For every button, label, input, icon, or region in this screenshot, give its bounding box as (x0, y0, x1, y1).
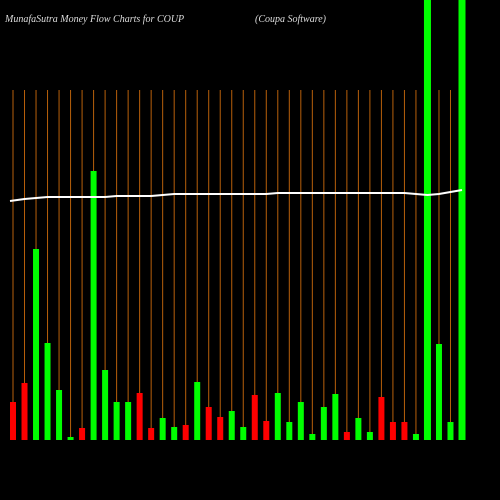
bar (125, 402, 132, 440)
lines (9, 189, 463, 202)
bar (33, 249, 40, 440)
bar (389, 422, 396, 440)
bar (44, 343, 51, 440)
bar (90, 171, 97, 440)
bar (10, 402, 16, 440)
bar (67, 437, 74, 440)
bar (21, 383, 28, 440)
flow-line (9, 189, 463, 202)
bar (263, 421, 270, 440)
bar (102, 370, 109, 440)
chart-subtitle: (Coupa Software) (255, 14, 327, 25)
bar (148, 428, 155, 440)
bar (447, 422, 454, 440)
bar (343, 432, 350, 440)
bar (297, 402, 304, 440)
bar (113, 402, 120, 440)
bar (423, 0, 431, 440)
bar (217, 417, 224, 440)
bar (378, 397, 385, 440)
bar (136, 393, 143, 440)
bar (56, 390, 63, 440)
bar (366, 432, 373, 440)
chart-title: MunafaSutra Money Flow Charts for COUP (4, 14, 184, 25)
bar (309, 434, 316, 440)
bar (435, 344, 442, 440)
bars (10, 0, 466, 440)
bar (240, 427, 247, 440)
bar (320, 407, 327, 440)
bar (286, 422, 293, 440)
bar (79, 428, 86, 440)
grid (12, 90, 463, 440)
bar (171, 427, 178, 440)
bar (251, 395, 258, 440)
bar (458, 0, 466, 440)
bar (412, 434, 419, 440)
bar (228, 411, 235, 440)
bar (401, 422, 408, 440)
bar (194, 382, 201, 440)
bar (159, 418, 166, 440)
bar (205, 407, 212, 440)
bar (332, 394, 339, 440)
bar (355, 418, 362, 440)
bar (274, 393, 281, 440)
bar (182, 425, 189, 440)
